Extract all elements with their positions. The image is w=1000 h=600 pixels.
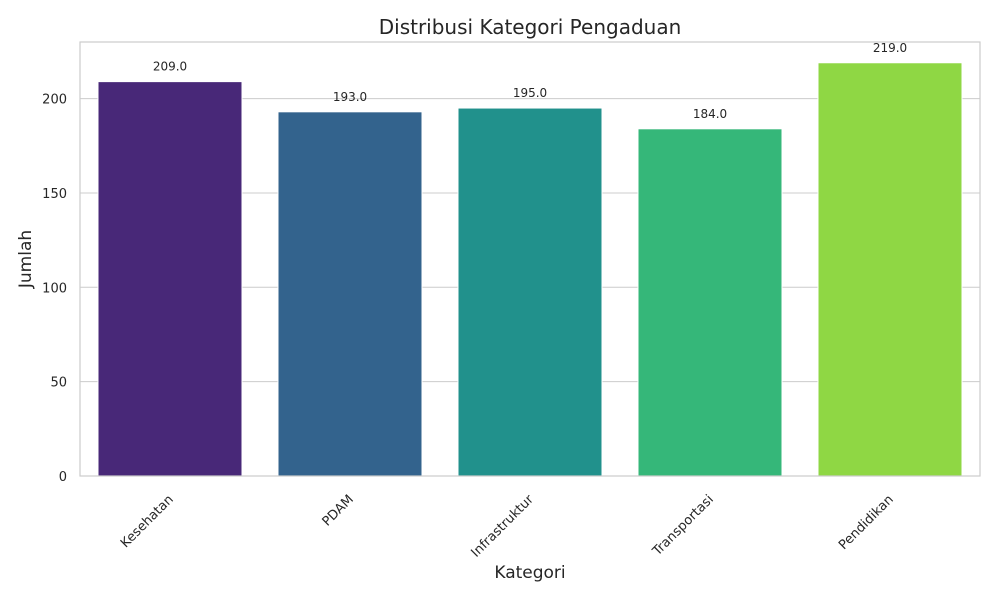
bar-kesehatan [97,81,243,477]
y-axis-ticks: 0 50 100 150 200 [42,93,67,485]
y-tick-label: 0 [59,470,67,485]
data-label: 209.0 [153,60,187,74]
x-tick-label: Infrastruktur [469,492,538,561]
chart-title: Distribusi Kategori Pengaduan [379,15,682,39]
data-label: 195.0 [513,86,547,100]
bar-pdam [277,111,423,477]
y-tick-label: 100 [42,281,67,296]
data-label: 219.0 [873,41,907,55]
y-tick-label: 200 [42,93,67,108]
x-axis-ticks: Kesehatan PDAM Infrastruktur Transportasi Pe… [118,492,897,561]
x-tick-label: Pendidikan [836,492,897,553]
y-axis-label: Jumlah [16,230,36,289]
data-label: 193.0 [333,90,367,104]
bar-pendidikan [817,62,963,477]
data-labels: 209.0 193.0 195.0 184.0 219.0 [153,41,907,121]
x-axis-label: Kategori [494,563,565,583]
x-tick-label: Kesehatan [118,492,177,551]
plot-frame [79,41,981,477]
bar-transportasi [637,128,783,477]
data-label: 184.0 [693,107,727,121]
y-tick-label: 50 [50,376,67,391]
x-tick-label: Transportasi [649,492,716,559]
y-tick-label: 150 [42,187,67,202]
bar-infrastruktur [457,107,603,477]
bars [97,62,963,477]
x-tick-label: PDAM [320,492,357,529]
